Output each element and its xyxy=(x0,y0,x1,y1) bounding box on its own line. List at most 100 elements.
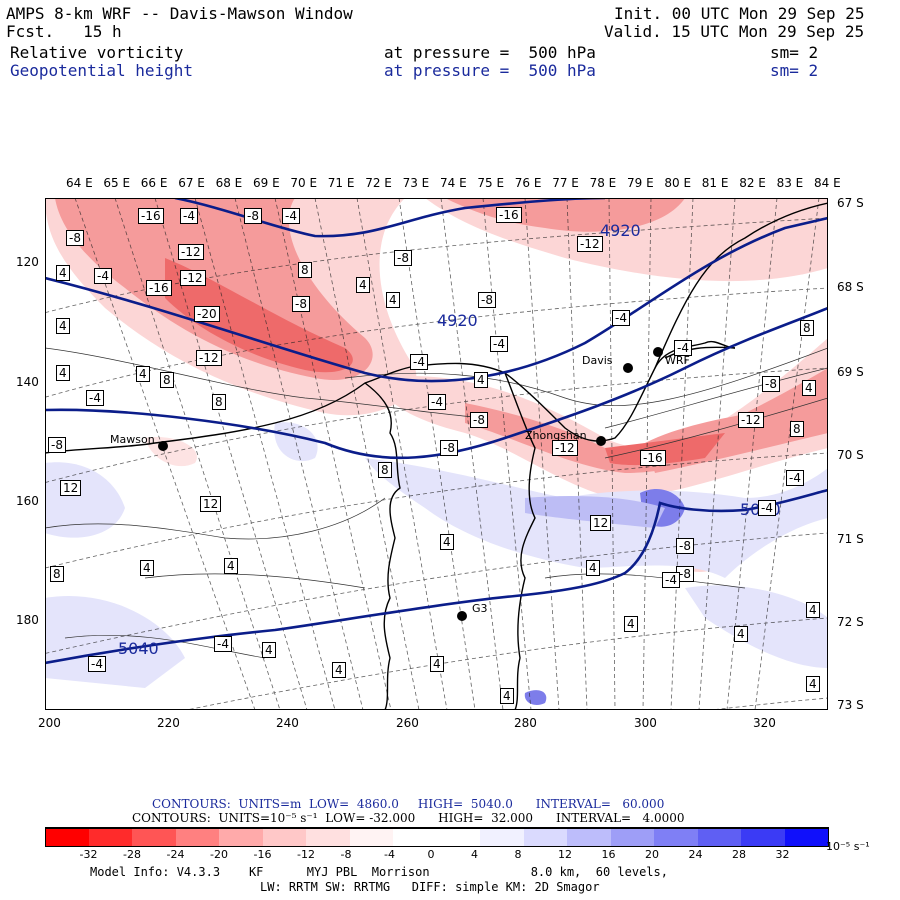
vorticity-value: 4 xyxy=(56,265,70,281)
y-label: 180 xyxy=(16,613,39,627)
vorticity-value: -4 xyxy=(786,470,804,486)
vorticity-value: 4 xyxy=(356,277,370,293)
vorticity-value: 4 xyxy=(430,656,444,672)
vorticity-value: -8 xyxy=(470,412,488,428)
height-contour-info: CONTOURS: UNITS=m LOW= 4860.0 HIGH= 5040… xyxy=(152,797,665,811)
vorticity-value: 4 xyxy=(734,626,748,642)
station-dot-davis xyxy=(623,363,633,373)
vorticity-value: -8 xyxy=(676,538,694,554)
lon-label: 65 E xyxy=(103,176,131,190)
vorticity-value: -4 xyxy=(490,336,508,352)
vorticity-value: -4 xyxy=(282,208,300,224)
vorticity-value: -4 xyxy=(662,572,680,588)
x-label: 260 xyxy=(396,716,419,730)
colorbar-label: 32 xyxy=(775,848,790,861)
colorbar-label: 12 xyxy=(558,848,572,861)
lon-label: 69 E xyxy=(253,176,280,190)
colorbar-label: 8 xyxy=(514,848,522,861)
vorticity-value: 8 xyxy=(378,462,392,478)
vorticity-value: -4 xyxy=(674,340,692,356)
vorticity-value: -16 xyxy=(138,208,164,224)
colorbar-label: 16 xyxy=(601,848,616,861)
vorticity-value: -4 xyxy=(758,500,776,516)
station-dot-mawson xyxy=(158,441,168,451)
vorticity-value: 4 xyxy=(440,534,454,550)
vorticity-value: 4 xyxy=(624,616,638,632)
lon-label: 81 E xyxy=(701,176,729,190)
vorticity-value: -8 xyxy=(394,250,412,266)
x-label: 220 xyxy=(157,716,180,730)
lat-label: 68 S xyxy=(837,280,864,294)
colorbar-label: -4 xyxy=(384,848,395,861)
vorticity-value: 12 xyxy=(200,496,222,512)
lon-label: 66 E xyxy=(140,176,168,190)
station-dot-g3 xyxy=(457,611,467,621)
colorbar-label: 24 xyxy=(688,848,703,861)
vorticity-value: 4 xyxy=(56,318,70,334)
station-label-davis: Davis xyxy=(582,354,613,367)
lon-label: 76 E xyxy=(514,176,542,190)
field1-pressure: at pressure = 500 hPa xyxy=(384,43,596,62)
y-label: 160 xyxy=(16,494,39,508)
vorticity-value: -16 xyxy=(496,207,522,223)
lat-label: 69 S xyxy=(837,365,864,379)
model-info-line1: Model Info: V4.3.3 KF MYJ PBL Morrison 8… xyxy=(90,865,668,879)
lat-label: 70 S xyxy=(837,448,864,462)
positive-vorticity-core xyxy=(524,488,685,705)
lon-label: 74 E xyxy=(440,176,467,190)
vorticity-value: -20 xyxy=(194,306,220,322)
vorticity-value: -12 xyxy=(196,350,222,366)
colorbar-label: -16 xyxy=(253,848,272,861)
height-label: 5040 xyxy=(118,639,159,658)
lon-label: 79 E xyxy=(627,176,654,190)
vorticity-value: 4 xyxy=(136,366,150,382)
x-label: 240 xyxy=(276,716,299,730)
vorticity-value: 8 xyxy=(790,421,804,437)
colorbar-label: 28 xyxy=(732,848,746,861)
vorticity-value: -12 xyxy=(178,244,204,260)
vorticity-value: -8 xyxy=(440,440,458,456)
field1-sm: sm= 2 xyxy=(770,43,819,62)
lon-label: 68 E xyxy=(215,176,243,190)
vorticity-value: -4 xyxy=(86,390,104,406)
lon-label: 75 E xyxy=(477,176,505,190)
field2-pressure: at pressure = 500 hPa xyxy=(384,61,596,80)
vorticity-value: -12 xyxy=(577,236,603,252)
negative-vorticity-core xyxy=(165,258,725,466)
vorticity-value: 4 xyxy=(802,380,816,396)
vorticity-value: 4 xyxy=(262,642,276,658)
lon-label: 67 E xyxy=(178,176,205,190)
vorticity-value: -16 xyxy=(640,450,666,466)
vorticity-value: -8 xyxy=(292,296,310,312)
colorbar-label: -12 xyxy=(297,848,315,861)
y-label: 120 xyxy=(16,255,39,269)
vorticity-value: 4 xyxy=(474,372,488,388)
vorticity-value: -4 xyxy=(428,394,446,410)
vorticity-value: 4 xyxy=(56,365,70,381)
lon-label: 73 E xyxy=(402,176,430,190)
vorticity-value: 8 xyxy=(298,262,312,278)
title-left: AMPS 8-km WRF -- Davis-Mawson Window xyxy=(6,4,353,23)
vorticity-contour-info: CONTOURS: UNITS=10⁻⁵ s⁻¹ LOW= -32.000 HI… xyxy=(132,811,685,825)
map-panel xyxy=(45,198,828,710)
vorticity-value: 8 xyxy=(160,372,174,388)
station-dot-zhongshan xyxy=(596,436,606,446)
colorbar-label: 0 xyxy=(427,848,435,861)
field2-name: Geopotential height xyxy=(10,61,194,80)
lon-label: 83 E xyxy=(776,176,804,190)
latlon-grid xyxy=(45,198,828,710)
height-label: 4920 xyxy=(600,221,641,240)
station-label-mawson: Mawson xyxy=(110,433,155,446)
vorticity-value: -8 xyxy=(244,208,262,224)
vorticity-value: 4 xyxy=(140,560,154,576)
lon-label: 84 E xyxy=(814,176,841,190)
lon-label: 64 E xyxy=(66,176,93,190)
valid-time: Valid. 15 UTC Mon 29 Sep 25 xyxy=(604,22,865,41)
lat-label: 71 S xyxy=(837,532,864,546)
vorticity-value: -12 xyxy=(738,412,764,428)
colorbar-frame xyxy=(45,827,829,847)
colorbar-label: -32 xyxy=(79,848,98,861)
vorticity-value: 8 xyxy=(50,566,64,582)
vorticity-value: -8 xyxy=(66,230,84,246)
vorticity-value: 4 xyxy=(386,292,400,308)
